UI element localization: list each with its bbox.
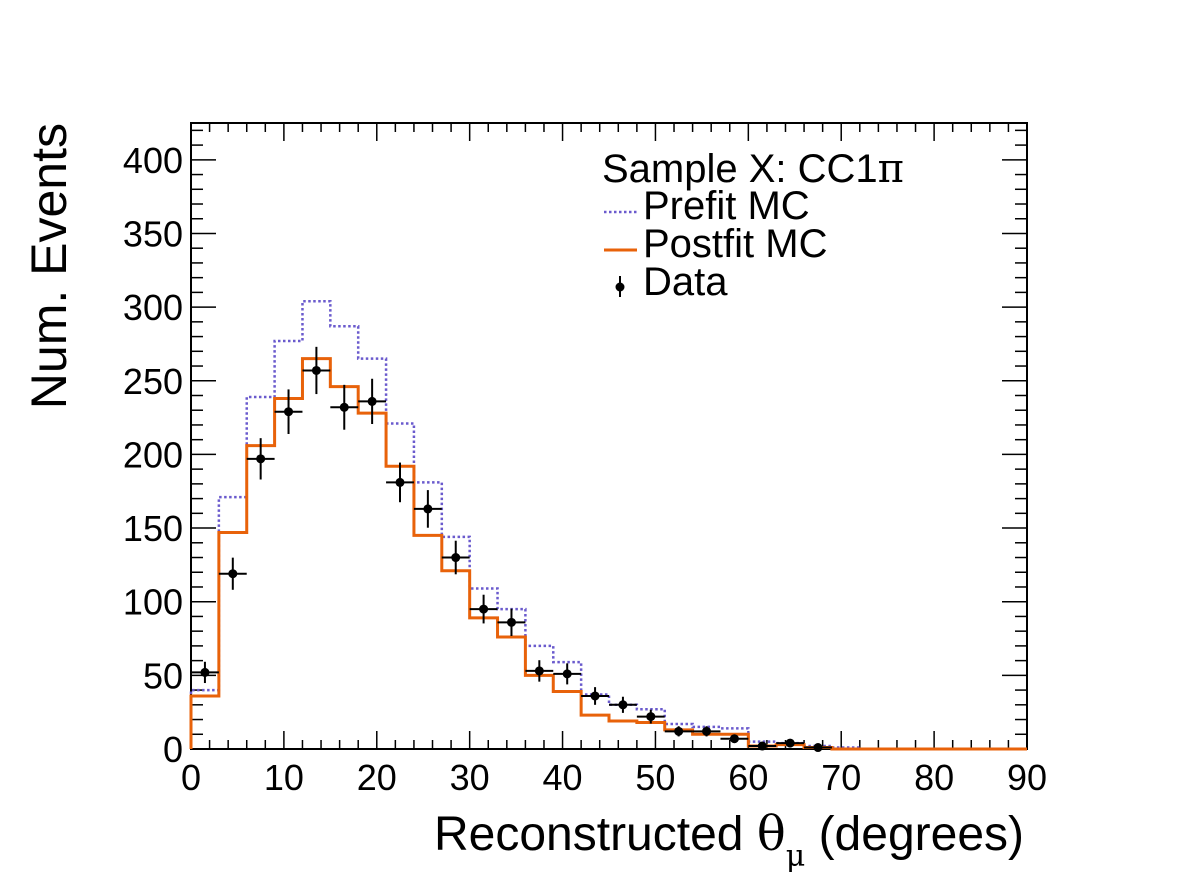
x-tick-label: 80	[914, 757, 954, 798]
data-point	[804, 743, 832, 753]
legend-header: Sample X: CC1π	[602, 146, 904, 192]
data-point	[330, 384, 359, 430]
y-tick-label: 400	[123, 140, 183, 181]
data-point-marker	[256, 454, 266, 464]
y-tick-label: 150	[123, 508, 183, 549]
data-point-marker	[702, 726, 712, 736]
data-point	[441, 540, 470, 575]
legend-data-marker	[615, 282, 625, 292]
data-point	[609, 696, 637, 713]
legend-prefit-label: Prefit MC	[643, 184, 810, 228]
data-point-marker	[200, 667, 210, 677]
data-point	[469, 594, 498, 624]
data-point-marker	[367, 396, 377, 406]
data-point	[218, 557, 247, 590]
x-tick-label: 70	[821, 757, 861, 798]
x-tick-labels: 0 10 20 30 40 50 60 70 80 90	[181, 757, 1047, 798]
data-point	[692, 726, 721, 737]
x-tick-label: 60	[728, 757, 768, 798]
data-point-marker	[674, 726, 684, 736]
data-point-marker	[618, 700, 628, 710]
data-point	[302, 346, 331, 395]
data-point	[358, 378, 387, 425]
x-axis-label-unit: (degrees)	[819, 808, 1024, 861]
y-tick-label: 100	[123, 582, 183, 623]
x-axis-label-theta: θ	[757, 806, 786, 862]
data-point-marker	[590, 691, 600, 701]
data-point-marker	[284, 407, 294, 417]
data-points	[191, 346, 832, 753]
y-tick-label: 0	[163, 729, 183, 770]
data-point	[274, 389, 303, 434]
data-point-marker	[451, 553, 461, 563]
data-point-marker	[506, 617, 516, 627]
data-point	[191, 661, 219, 684]
data-point-marker	[479, 604, 489, 614]
x-axis-label-subscript: μ	[786, 839, 806, 872]
data-point	[413, 490, 442, 528]
data-point-marker	[534, 666, 544, 676]
data-point	[553, 663, 582, 685]
x-tick-label: 20	[357, 757, 397, 798]
y-tick-label: 250	[123, 361, 183, 402]
data-point-marker	[785, 738, 795, 748]
data-point	[776, 738, 805, 748]
x-tick-label: 10	[264, 757, 304, 798]
y-tick-label: 300	[123, 287, 183, 328]
x-axis-label-space	[805, 808, 818, 861]
data-point	[581, 687, 609, 705]
data-point	[664, 726, 693, 737]
data-point	[497, 608, 526, 636]
legend-data-label: Data	[643, 260, 728, 304]
x-tick-label: 30	[450, 757, 490, 798]
data-point-marker	[646, 712, 656, 722]
postfit-mc-line	[189, 357, 1027, 751]
data-point-marker	[729, 734, 739, 744]
y-tick-labels: 0 50 100 150 200 250 300 350 400	[123, 140, 183, 770]
x-tick-label: 40	[543, 757, 583, 798]
data-point	[525, 660, 554, 682]
x-axis-label: Reconstructed θμ (degrees)	[434, 806, 1024, 872]
data-point-marker	[757, 741, 767, 751]
legend-postfit-label: Postfit MC	[643, 222, 827, 266]
data-point-marker	[339, 402, 349, 412]
x-tick-label: 50	[635, 757, 675, 798]
plot-frame	[190, 122, 1028, 750]
data-point-marker	[311, 365, 321, 375]
data-point	[386, 462, 414, 503]
y-tick-label: 200	[123, 434, 183, 475]
axis-ticks	[190, 123, 1028, 750]
legend-header-pi: π	[878, 146, 904, 192]
legend: Sample X: CC1π Prefit MC Postfit MC Data	[602, 146, 904, 304]
data-point	[636, 709, 665, 724]
data-point-marker	[813, 743, 823, 753]
x-tick-label: 0	[181, 757, 201, 798]
data-point	[748, 741, 777, 751]
x-axis-label-main: Reconstructed	[434, 808, 757, 861]
data-point-marker	[423, 504, 433, 514]
data-point	[246, 438, 275, 480]
data-point-marker	[562, 669, 572, 679]
y-tick-label: 50	[143, 655, 183, 696]
legend-header-text: Sample X: CC1	[602, 147, 878, 191]
data-point	[720, 734, 749, 744]
y-axis-label: Num. Events	[21, 123, 77, 409]
x-tick-label: 90	[1007, 757, 1047, 798]
data-point-marker	[228, 569, 238, 579]
data-point-marker	[395, 477, 405, 487]
y-tick-label: 350	[123, 213, 183, 254]
